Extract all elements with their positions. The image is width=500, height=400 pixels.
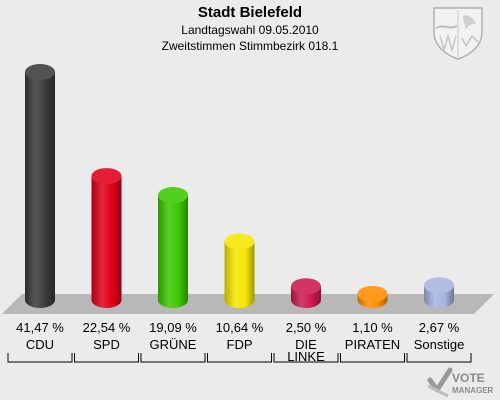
category-bracket-fdp: [207, 353, 272, 363]
bar-top-fdp: [224, 233, 255, 250]
category-bracket-die-linke: [273, 353, 339, 363]
category-label-gr-ne: GRÜNE: [150, 337, 197, 352]
category-label-fdp: FDP: [227, 337, 253, 352]
bar-cdu: [25, 64, 55, 308]
bar-top-piraten: [357, 285, 388, 302]
value-label-die-linke: 2,50 %: [286, 320, 327, 335]
bar-die-linke: [291, 278, 321, 308]
category-label-die-linke: DIE LINKE: [287, 337, 325, 364]
bar-labels: 41,47 % CDU 22,54 % SPD 19,09 % GRÜNE 10,64 % F…: [7, 320, 472, 364]
value-label-fdp: 10,64 %: [216, 320, 264, 335]
bars: [25, 64, 454, 308]
chart-title: Stadt Bielefeld: [197, 4, 303, 21]
chart-subtitle-election: Landtagswahl 09.05.2010: [181, 23, 319, 37]
category-bracket-sonstige: [406, 353, 472, 363]
value-label-cdu: 41,47 %: [16, 320, 64, 335]
bar-body-cdu: [25, 72, 55, 308]
bar-sonstige: [424, 277, 454, 308]
bar-top-spd: [91, 168, 122, 185]
value-label-gr-ne: 19,09 %: [149, 320, 197, 335]
bar-body-fdp: [224, 241, 255, 308]
category-label-sonstige: Sonstige: [414, 337, 465, 352]
bar-top-die-linke: [291, 278, 321, 295]
value-label-piraten: 1,10 %: [352, 320, 393, 335]
category-label-piraten: PIRATEN: [345, 337, 400, 352]
bar-fdp: [224, 233, 255, 308]
nrw-crest-icon: [433, 7, 483, 60]
category-bracket-gr-ne: [140, 353, 206, 363]
bar-gr-ne: [158, 187, 188, 308]
category-label-cdu: CDU: [26, 337, 54, 352]
bar-piraten: [357, 285, 388, 308]
bar-top-gr-ne: [158, 187, 188, 204]
bar-top-sonstige: [424, 277, 454, 294]
bar-body-gr-ne: [158, 195, 188, 308]
votemanager-logo-line1: VOTE: [452, 371, 485, 385]
votemanager-logo: VOTE MANAGER: [427, 367, 494, 398]
value-label-spd: 22,54 %: [83, 320, 131, 335]
chart-subtitle-district: Zweitstimmen Stimmbezirk 018.1: [161, 39, 339, 53]
category-bracket-cdu: [7, 353, 73, 363]
category-bracket-spd: [74, 353, 139, 363]
bar-spd: [91, 168, 122, 308]
value-label-sonstige: 2,67 %: [419, 320, 460, 335]
category-bracket-piraten: [340, 353, 405, 363]
category-label-spd: SPD: [93, 337, 120, 352]
bar-body-spd: [91, 176, 122, 308]
bar-top-cdu: [25, 64, 55, 80]
votemanager-logo-line2: MANAGER: [452, 386, 494, 395]
